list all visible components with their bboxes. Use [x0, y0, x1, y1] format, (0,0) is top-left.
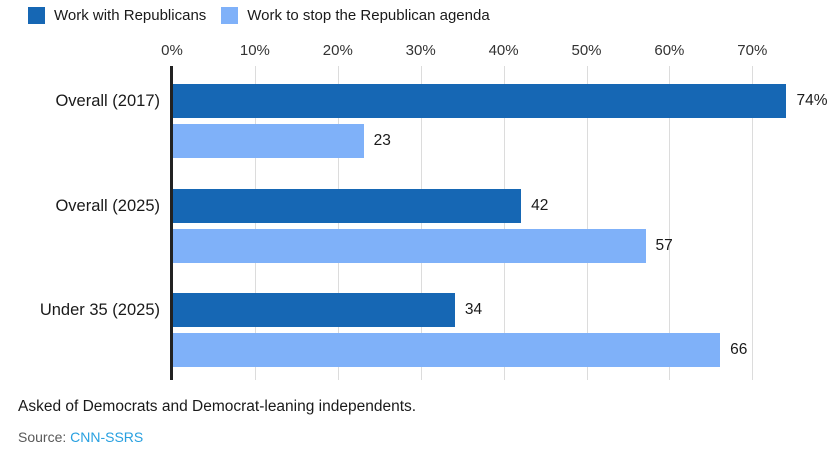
- legend-label: Work to stop the Republican agenda: [247, 7, 490, 24]
- bar-work-with-republicans-overall-2017: [173, 84, 787, 118]
- bar-work-to-stop-the-republican-agenda-overall-2025: [173, 228, 646, 263]
- value-label-work-with-republicans-overall-2017: 74%: [796, 92, 827, 109]
- gridline-30: [421, 66, 422, 380]
- gridline-20: [338, 66, 339, 380]
- legend-item-stop-republican-agenda: Work to stop the Republican agenda: [221, 7, 490, 24]
- bar-work-with-republicans-under-35-2025: [173, 293, 455, 327]
- bar-work-with-republicans-overall-2025: [173, 188, 522, 223]
- gridline-70: [752, 66, 753, 380]
- y-axis-line: [170, 66, 173, 380]
- value-label-work-to-stop-the-republican-agenda-overall-2017: 23: [373, 132, 391, 149]
- bar-work-to-stop-the-republican-agenda-overall-2017: [173, 124, 364, 158]
- x-axis-tick-label-0: 0%: [161, 42, 183, 59]
- source-link[interactable]: CNN-SSRS: [70, 429, 144, 445]
- category-label-under-35-2025: Under 35 (2025): [39, 301, 160, 319]
- source-line: Source: CNN-SSRS: [18, 429, 143, 445]
- value-label-work-to-stop-the-republican-agenda-overall-2025: 57: [655, 236, 673, 254]
- gridline-10: [255, 66, 256, 380]
- value-label-work-to-stop-the-republican-agenda-under-35-2025: 66: [730, 341, 748, 358]
- x-axis-tick-label-60: 60%: [654, 42, 685, 59]
- gridline-40: [504, 66, 505, 380]
- x-axis-tick-label-30: 30%: [405, 42, 436, 59]
- bar-work-to-stop-the-republican-agenda-under-35-2025: [173, 333, 721, 367]
- x-axis-tick-label-10: 10%: [239, 42, 270, 59]
- gridline-60: [669, 66, 670, 380]
- category-label-overall-2025: Overall (2025): [55, 196, 160, 215]
- x-axis-tick-label-40: 40%: [488, 42, 519, 59]
- x-axis-tick-label-50: 50%: [571, 42, 602, 59]
- value-label-work-with-republicans-overall-2025: 42: [531, 196, 549, 214]
- legend-label: Work with Republicans: [54, 7, 207, 24]
- legend-swatch-light-blue: [221, 7, 239, 24]
- source-label: Source:: [18, 429, 67, 445]
- category-label-overall-2017: Overall (2017): [55, 92, 160, 110]
- x-axis-tick-label-70: 70%: [737, 42, 768, 59]
- legend-swatch-dark-blue: [28, 7, 45, 24]
- x-axis-tick-label-20: 20%: [322, 42, 353, 59]
- chart-legend: Work with Republicans Work to stop the R…: [28, 7, 490, 24]
- chart-footnote: Asked of Democrats and Democrat-leaning …: [18, 398, 417, 415]
- value-label-work-with-republicans-under-35-2025: 34: [464, 301, 483, 318]
- legend-item-work-with-republicans: Work with Republicans: [28, 7, 206, 24]
- gridline-50: [587, 66, 588, 380]
